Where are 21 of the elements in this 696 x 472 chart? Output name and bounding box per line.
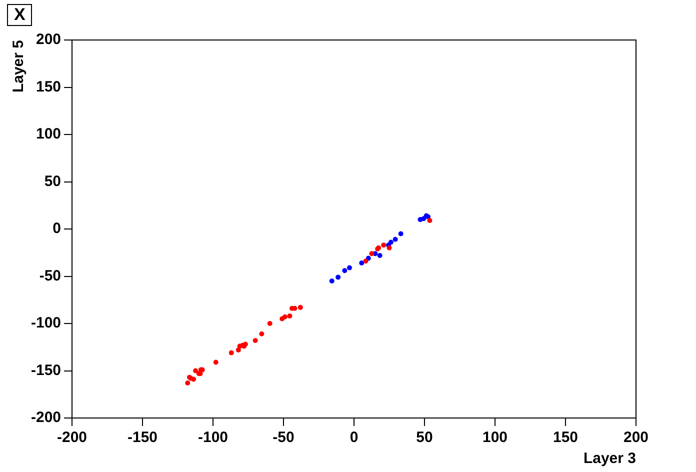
y-tick-label: -200: [30, 409, 62, 426]
y-tick-label: -50: [39, 267, 62, 284]
x-tick-label: -50: [272, 429, 294, 446]
y-tick-label: 100: [36, 126, 62, 143]
x-tick-label: 200: [623, 429, 649, 446]
x-axis-title: Layer 3: [583, 450, 636, 468]
x-tick-label: -100: [198, 429, 228, 446]
x-tick-label: 150: [552, 429, 578, 446]
x-tick-label: 50: [416, 429, 433, 446]
y-tick-label: 50: [44, 172, 62, 190]
x-tick-label: -150: [128, 429, 158, 446]
y-tick-label: 0: [52, 220, 62, 238]
x-tick-label: -200: [57, 429, 88, 446]
y-tick-label: 200: [36, 31, 62, 48]
y-axis-title: Layer 5: [10, 40, 28, 93]
y-tick-label: 150: [36, 78, 62, 96]
y-tick-label: -150: [30, 362, 62, 379]
x-tick-label: 0: [350, 429, 358, 446]
x-tick-label: 100: [482, 429, 508, 446]
y-tick-label: -100: [30, 314, 62, 332]
chart-title: X: [7, 4, 32, 26]
